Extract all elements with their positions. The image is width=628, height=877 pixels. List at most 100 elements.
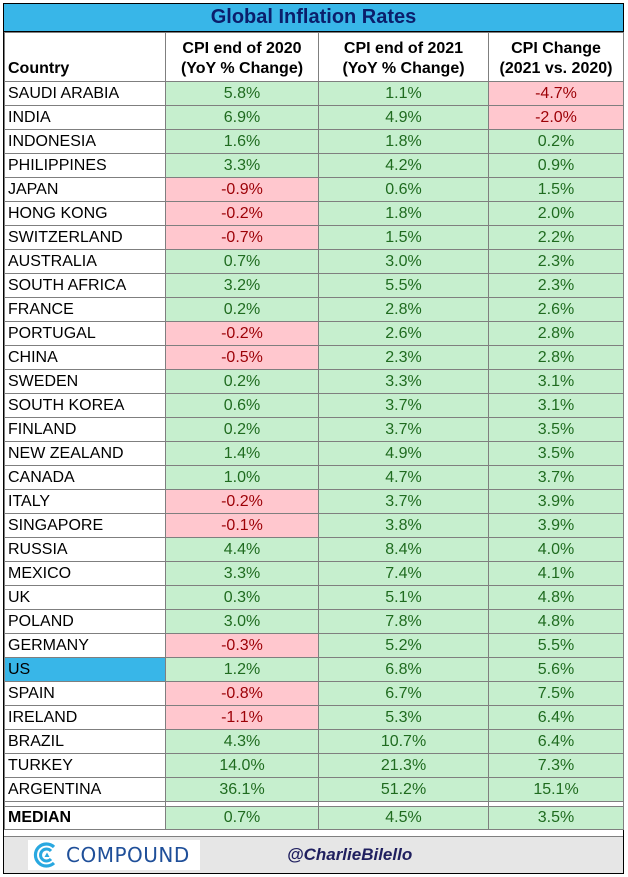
cpi-2020-cell: 0.2% — [165, 417, 319, 442]
cpi-2020-cell: 0.2% — [165, 369, 319, 394]
header-country: Country — [4, 32, 166, 82]
cpi-2020-cell: 14.0% — [165, 753, 319, 778]
cpi-change-cell: 15.1% — [488, 777, 624, 802]
table-row: SOUTH AFRICA 3.2% 5.5% 2.3% — [4, 273, 624, 298]
cpi-2021-cell: 1.5% — [318, 225, 489, 250]
cpi-2021-cell: 3.0% — [318, 249, 489, 274]
country-cell: HONG KONG — [4, 201, 166, 226]
cpi-change-cell: 4.0% — [488, 537, 624, 562]
header-cpi-2020-line2: (YoY % Change) — [180, 60, 304, 77]
cpi-2021-cell: 6.7% — [318, 681, 489, 706]
cpi-2021-cell: 3.8% — [318, 513, 489, 538]
cpi-2021-cell: 6.8% — [318, 657, 489, 682]
cpi-change-cell: 2.6% — [488, 297, 624, 322]
table-row: SWEDEN 0.2% 3.3% 3.1% — [4, 369, 624, 394]
median-label: MEDIAN — [4, 806, 166, 830]
table-row: PHILIPPINES 3.3% 4.2% 0.9% — [4, 153, 624, 178]
cpi-change-cell: 7.3% — [488, 753, 624, 778]
cpi-2020-cell: 3.3% — [165, 153, 319, 178]
cpi-2020-cell: -0.2% — [165, 489, 319, 514]
country-cell: NEW ZEALAND — [4, 441, 166, 466]
cpi-2020-cell: -0.9% — [165, 177, 319, 202]
cpi-2020-cell: -0.8% — [165, 681, 319, 706]
cpi-2020-cell: -0.2% — [165, 321, 319, 346]
country-cell: PHILIPPINES — [4, 153, 166, 178]
country-cell: CANADA — [4, 465, 166, 490]
country-cell: SWITZERLAND — [4, 225, 166, 250]
header-cpi-change-line1: CPI Change — [511, 40, 601, 57]
table-row: JAPAN -0.9% 0.6% 1.5% — [4, 177, 624, 202]
cpi-2021-cell: 7.4% — [318, 561, 489, 586]
country-cell: PORTUGAL — [4, 321, 166, 346]
header-cpi-2021-line2: (YoY % Change) — [342, 60, 465, 77]
table-row: INDONESIA 1.6% 1.8% 0.2% — [4, 129, 624, 154]
country-cell: INDIA — [4, 105, 166, 130]
header-row: Country CPI end of 2020 (YoY % Change) CP… — [4, 32, 624, 82]
cpi-change-cell: 3.9% — [488, 489, 624, 514]
cpi-2021-cell: 5.3% — [318, 705, 489, 730]
table-row: GERMANY -0.3% 5.2% 5.5% — [4, 633, 624, 658]
cpi-2020-cell: -0.7% — [165, 225, 319, 250]
header-cpi-change-line2: (2021 vs. 2020) — [499, 60, 613, 77]
cpi-change-cell: 2.0% — [488, 201, 624, 226]
cpi-change-cell: 2.8% — [488, 345, 624, 370]
cpi-2020-cell: -0.1% — [165, 513, 319, 538]
country-cell: SINGAPORE — [4, 513, 166, 538]
cpi-change-cell: 0.2% — [488, 129, 624, 154]
table-row: FINLAND 0.2% 3.7% 3.5% — [4, 417, 624, 442]
table-row: CHINA -0.5% 2.3% 2.8% — [4, 345, 624, 370]
table-row: HONG KONG -0.2% 1.8% 2.0% — [4, 201, 624, 226]
country-cell: MEXICO — [4, 561, 166, 586]
country-cell: AUSTRALIA — [4, 249, 166, 274]
cpi-2020-cell: -0.2% — [165, 201, 319, 226]
cpi-change-cell: 3.1% — [488, 369, 624, 394]
table-row: RUSSIA 4.4% 8.4% 4.0% — [4, 537, 624, 562]
table-body: SAUDI ARABIA 5.8% 1.1% -4.7% INDIA 6.9% 4.9% -2… — [4, 81, 624, 802]
cpi-2020-cell: 3.2% — [165, 273, 319, 298]
cpi-change-cell: 2.3% — [488, 249, 624, 274]
cpi-2021-cell: 2.8% — [318, 297, 489, 322]
compound-logo: COMPOUND — [28, 840, 200, 870]
header-cpi-2020-line1: CPI end of 2020 — [182, 40, 302, 57]
cpi-change-cell: 6.4% — [488, 729, 624, 754]
country-cell: FINLAND — [4, 417, 166, 442]
country-cell: RUSSIA — [4, 537, 166, 562]
cpi-change-cell: 2.2% — [488, 225, 624, 250]
table-row: IRELAND -1.1% 5.3% 6.4% — [4, 705, 624, 730]
cpi-change-cell: 3.7% — [488, 465, 624, 490]
cpi-2021-cell: 5.1% — [318, 585, 489, 610]
header-cpi-change: CPI Change (2021 vs. 2020) — [488, 32, 624, 82]
table-row: BRAZIL 4.3% 10.7% 6.4% — [4, 729, 624, 754]
table-row: SINGAPORE -0.1% 3.8% 3.9% — [4, 513, 624, 538]
compound-logo-icon — [33, 842, 56, 868]
cpi-2021-cell: 3.7% — [318, 417, 489, 442]
table-row: UK 0.3% 5.1% 4.8% — [4, 585, 624, 610]
median-cpi-2020: 0.7% — [165, 806, 319, 830]
table-row: CANADA 1.0% 4.7% 3.7% — [4, 465, 624, 490]
country-cell: UK — [4, 585, 166, 610]
inflation-table-frame: Global Inflation Rates Country CPI end o… — [3, 3, 624, 874]
table-row: INDIA 6.9% 4.9% -2.0% — [4, 105, 624, 130]
cpi-2020-cell: -1.1% — [165, 705, 319, 730]
country-cell: BRAZIL — [4, 729, 166, 754]
cpi-change-cell: 3.5% — [488, 441, 624, 466]
cpi-change-cell: -2.0% — [488, 105, 624, 130]
country-cell: SPAIN — [4, 681, 166, 706]
cpi-2021-cell: 2.3% — [318, 345, 489, 370]
cpi-change-cell: 7.5% — [488, 681, 624, 706]
cpi-2020-cell: 36.1% — [165, 777, 319, 802]
table-row: NEW ZEALAND 1.4% 4.9% 3.5% — [4, 441, 624, 466]
median-cpi-2021: 4.5% — [318, 806, 489, 830]
table-row: AUSTRALIA 0.7% 3.0% 2.3% — [4, 249, 624, 274]
cpi-2021-cell: 0.6% — [318, 177, 489, 202]
cpi-2020-cell: 5.8% — [165, 81, 319, 106]
footer-bar: COMPOUND @CharlieBilello — [4, 836, 623, 873]
compound-logo-text: COMPOUND — [66, 843, 190, 867]
cpi-2021-cell: 21.3% — [318, 753, 489, 778]
inflation-table: Country CPI end of 2020 (YoY % Change) CP… — [4, 32, 624, 830]
cpi-change-cell: 1.5% — [488, 177, 624, 202]
cpi-change-cell: -4.7% — [488, 81, 624, 106]
cpi-2021-cell: 4.7% — [318, 465, 489, 490]
country-cell: SWEDEN — [4, 369, 166, 394]
cpi-2021-cell: 1.1% — [318, 81, 489, 106]
